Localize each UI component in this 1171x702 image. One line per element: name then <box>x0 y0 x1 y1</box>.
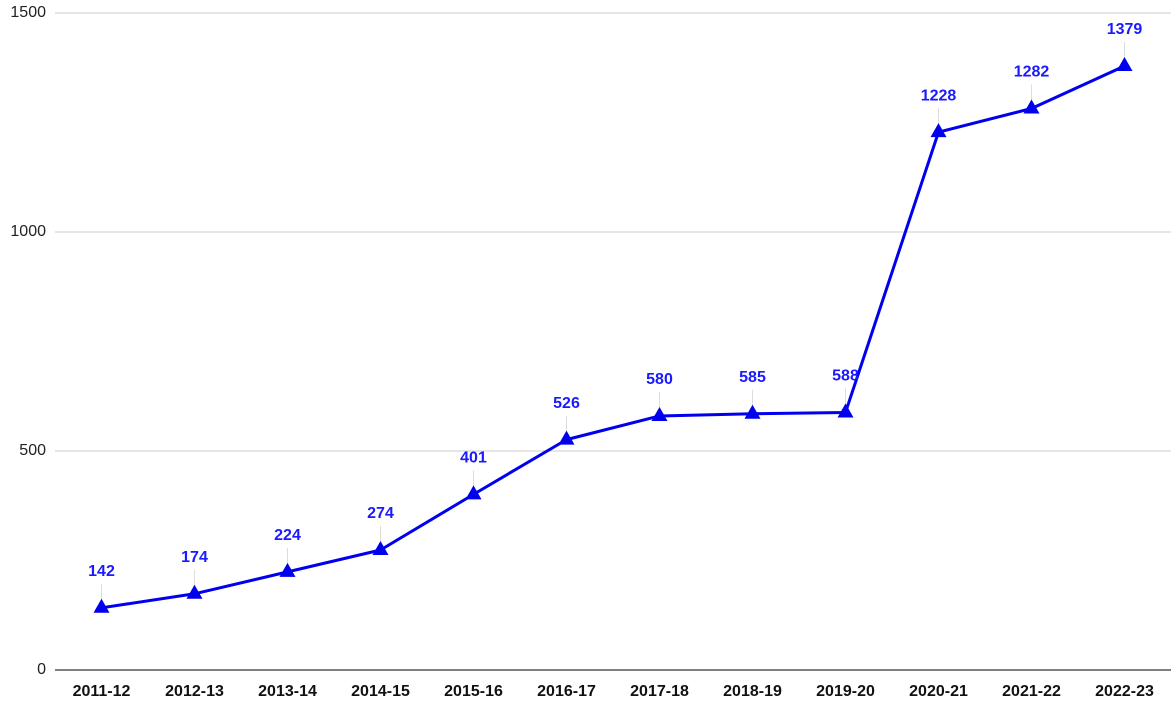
data-label: 1282 <box>1014 64 1050 81</box>
marker <box>837 403 854 418</box>
marker <box>372 540 389 555</box>
data-label: 580 <box>646 371 673 388</box>
y-tick-label: 0 <box>37 661 46 678</box>
y-tick-label: 500 <box>19 442 46 459</box>
line <box>101 64 1126 610</box>
data-label: 142 <box>88 563 115 580</box>
x-tick-label: 2018-19 <box>723 683 782 700</box>
x-tick-label: 2017-18 <box>630 683 689 700</box>
x-tick-label: 2019-20 <box>816 683 875 700</box>
marker <box>465 485 482 500</box>
marker <box>1023 99 1040 114</box>
data-label: 1379 <box>1107 21 1143 38</box>
marker <box>186 584 203 599</box>
marker <box>279 562 296 577</box>
data-label: 224 <box>274 527 301 544</box>
marker <box>651 406 668 421</box>
data-label: 174 <box>181 549 208 566</box>
data-label: 274 <box>367 505 394 522</box>
x-tick-label: 2012-13 <box>165 683 224 700</box>
x-tick-label: 2020-21 <box>909 683 968 700</box>
y-tick-label: 1500 <box>10 4 46 21</box>
data-label: 585 <box>739 369 766 386</box>
x-tick-label: 2016-17 <box>537 683 596 700</box>
data-label: 526 <box>553 395 580 412</box>
marker <box>93 598 110 613</box>
y-tick-label: 1000 <box>10 223 46 240</box>
marker <box>1116 56 1133 71</box>
marker <box>930 123 947 138</box>
marker <box>558 430 575 445</box>
x-tick-label: 2015-16 <box>444 683 503 700</box>
x-tick-label: 2011-12 <box>73 683 131 700</box>
marker <box>744 404 761 419</box>
data-label: 401 <box>460 450 487 467</box>
x-tick-label: 2013-14 <box>258 683 317 700</box>
x-tick-label: 2021-22 <box>1002 683 1061 700</box>
x-tick-label: 2022-23 <box>1095 683 1154 700</box>
data-label: 588 <box>832 368 859 385</box>
x-tick-label: 2014-15 <box>351 683 410 700</box>
data-label: 1228 <box>921 87 957 104</box>
